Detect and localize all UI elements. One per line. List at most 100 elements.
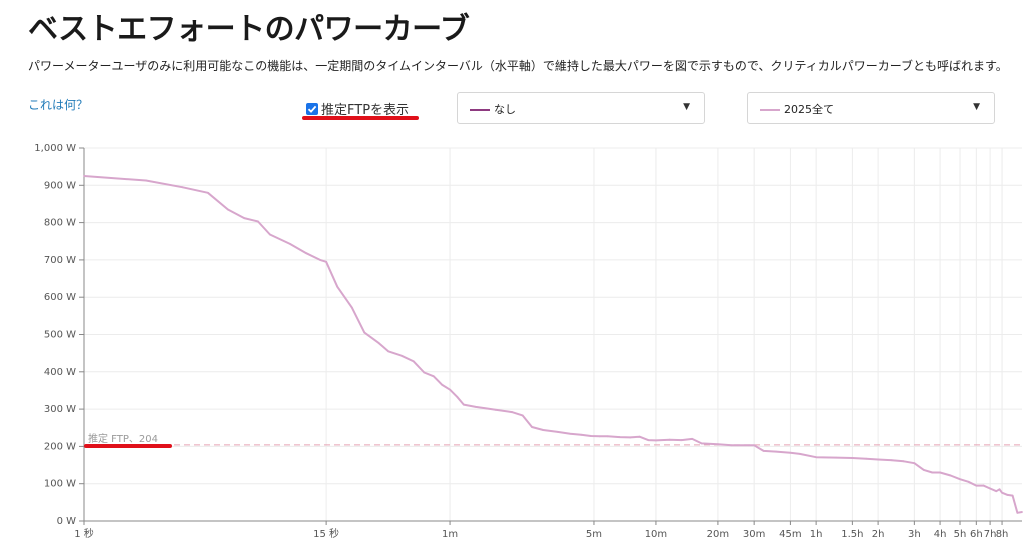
x-tick-label: 8h xyxy=(996,529,1009,540)
data-point xyxy=(305,252,308,255)
x-tick-label: 1m xyxy=(442,529,458,540)
data-point xyxy=(753,444,756,447)
y-tick-label: 600 W xyxy=(44,292,76,303)
y-tick-label: 500 W xyxy=(44,330,76,341)
x-tick-label: 10m xyxy=(645,529,667,540)
data-point xyxy=(629,436,632,439)
data-point xyxy=(207,191,209,194)
data-point xyxy=(655,439,657,442)
y-tick-label: 100 W xyxy=(44,479,76,490)
data-point xyxy=(432,375,435,378)
data-point xyxy=(798,452,801,455)
data-point xyxy=(748,444,750,447)
y-tick-label: 300 W xyxy=(44,404,76,415)
data-point xyxy=(967,480,970,483)
data-point xyxy=(288,242,291,245)
data-point xyxy=(474,405,477,408)
y-tick-label: 200 W xyxy=(44,441,76,452)
data-point xyxy=(456,395,459,398)
y-tick-label: 0 W xyxy=(57,516,77,527)
caret-down-icon: ▼ xyxy=(973,102,980,112)
x-tick-label: 7h xyxy=(984,529,997,540)
data-point xyxy=(1001,491,1003,494)
x-tick-label: 6h xyxy=(970,529,983,540)
checkbox-check-icon[interactable] xyxy=(306,102,318,115)
data-point xyxy=(998,488,1001,491)
data-point xyxy=(243,217,246,220)
data-point xyxy=(145,179,147,182)
y-tick-label: 700 W xyxy=(44,255,76,266)
compare-select-value: なし xyxy=(494,103,516,116)
data-point xyxy=(975,484,978,487)
data-point xyxy=(931,471,934,474)
data-point xyxy=(494,408,497,411)
chart-grid xyxy=(83,147,1022,522)
data-point xyxy=(325,260,328,263)
x-tick-label: 1 秒 xyxy=(74,527,94,540)
data-point xyxy=(83,175,85,177)
data-point xyxy=(680,439,683,441)
data-point xyxy=(922,468,925,471)
x-tick-label: 1h xyxy=(810,529,823,540)
data-point xyxy=(387,350,389,353)
data-point xyxy=(789,451,792,454)
data-point xyxy=(363,331,366,334)
series-line xyxy=(83,175,1023,514)
x-tick-label: 3h xyxy=(908,529,921,540)
chart-series xyxy=(83,175,1023,514)
x-tick-label: 20m xyxy=(707,529,729,540)
data-point xyxy=(485,407,488,410)
data-point xyxy=(1011,494,1014,497)
annotation-underline xyxy=(84,444,172,448)
data-point xyxy=(618,436,621,438)
data-point xyxy=(412,360,415,363)
page-title: ベストエフォートのパワーカーブ xyxy=(28,12,470,47)
data-point xyxy=(835,456,837,459)
help-link[interactable]: これは何？ xyxy=(28,98,89,112)
data-point xyxy=(400,354,403,357)
data-point xyxy=(441,383,444,386)
y-tick-label: 900 W xyxy=(44,180,76,191)
caret-down-icon: ▼ xyxy=(683,102,690,112)
page-description: パワーメーターユーザのみに利用可能なこの機能は、一定期間のタイムインターバル（水… xyxy=(28,59,1008,73)
data-point xyxy=(226,208,229,211)
data-point xyxy=(949,474,952,477)
data-point xyxy=(1016,511,1019,514)
data-point xyxy=(181,186,184,189)
y-tick-label: 800 W xyxy=(44,218,76,229)
data-point xyxy=(542,429,545,431)
x-tick-label: 30m xyxy=(743,529,765,540)
data-point xyxy=(319,259,321,261)
data-point xyxy=(1021,511,1023,513)
data-point xyxy=(982,484,985,487)
data-point xyxy=(598,435,601,438)
chart-axes: 0 W 100 W 200 W 300 W 400 W 500 W 600 W 700 W 80… xyxy=(34,143,1022,540)
data-point xyxy=(691,438,694,440)
data-point xyxy=(851,457,854,459)
data-point xyxy=(350,306,353,309)
x-tick-label: 1.5h xyxy=(841,529,863,540)
compare-swatch xyxy=(470,109,490,111)
data-point xyxy=(638,435,641,438)
data-point xyxy=(902,460,905,463)
data-point xyxy=(449,388,451,391)
compare-select[interactable]: なし ▼ xyxy=(457,92,705,124)
period-select[interactable]: 2025全て ▼ xyxy=(747,92,995,124)
data-point xyxy=(959,478,961,481)
ftp-reference: 推定 FTP、204 xyxy=(84,432,1022,446)
data-point xyxy=(877,458,880,461)
data-point xyxy=(775,450,777,453)
data-point xyxy=(890,459,893,462)
data-point xyxy=(556,430,559,433)
data-point xyxy=(569,432,572,435)
data-point xyxy=(730,444,733,447)
annotation-underline xyxy=(302,116,419,120)
data-point xyxy=(668,438,671,441)
data-point xyxy=(913,462,916,465)
data-point xyxy=(995,490,998,493)
data-point xyxy=(580,433,583,436)
ftp-checkbox[interactable]: 推定FTPを表示 xyxy=(306,99,409,118)
data-point xyxy=(606,435,609,438)
data-point xyxy=(717,443,719,446)
data-point xyxy=(511,411,513,413)
